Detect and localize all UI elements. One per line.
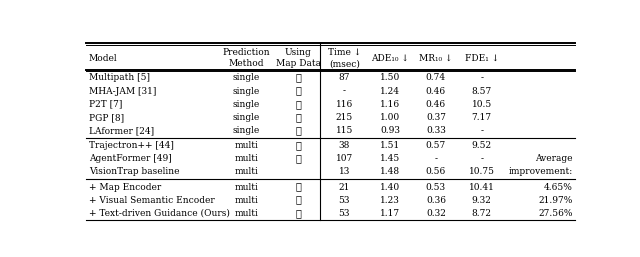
Text: + Map Encoder: + Map Encoder [89, 182, 161, 191]
Text: ✓: ✓ [296, 74, 301, 82]
Text: LAformer [24]: LAformer [24] [89, 126, 154, 135]
Text: 13: 13 [339, 167, 350, 176]
Text: 21: 21 [339, 182, 350, 191]
Text: 10.41: 10.41 [469, 182, 495, 191]
Text: 1.50: 1.50 [380, 74, 400, 82]
Text: MHA-JAM [31]: MHA-JAM [31] [89, 87, 156, 96]
Text: 1.40: 1.40 [380, 182, 400, 191]
Text: 116: 116 [335, 100, 353, 109]
Text: 1.51: 1.51 [380, 141, 400, 150]
Text: 0.37: 0.37 [426, 113, 446, 122]
Text: 0.32: 0.32 [426, 209, 446, 218]
Text: 9.32: 9.32 [472, 196, 492, 205]
Text: -: - [435, 154, 437, 163]
Text: + Visual Semantic Encoder: + Visual Semantic Encoder [89, 196, 214, 205]
Text: 1.23: 1.23 [380, 196, 400, 205]
Text: Trajectron++ [44]: Trajectron++ [44] [89, 141, 174, 150]
Text: 215: 215 [335, 113, 353, 122]
Text: 8.57: 8.57 [472, 87, 492, 96]
Text: 1.24: 1.24 [380, 87, 400, 96]
Text: ✓: ✓ [296, 126, 301, 135]
Text: 10.5: 10.5 [472, 100, 492, 109]
Text: ✓: ✓ [296, 87, 301, 96]
Text: 0.57: 0.57 [426, 141, 446, 150]
Text: 7.17: 7.17 [472, 113, 492, 122]
Text: 27.56%: 27.56% [538, 209, 573, 218]
Text: -: - [480, 74, 483, 82]
Text: improvement:: improvement: [509, 167, 573, 176]
Text: ✓: ✓ [296, 141, 301, 150]
Text: multi: multi [234, 182, 259, 191]
Text: 1.17: 1.17 [380, 209, 400, 218]
Text: multi: multi [234, 167, 259, 176]
Text: multi: multi [234, 154, 259, 163]
Text: P2T [7]: P2T [7] [89, 100, 122, 109]
Text: Model: Model [89, 53, 118, 62]
Text: 0.93: 0.93 [380, 126, 400, 135]
Text: 1.48: 1.48 [380, 167, 400, 176]
Text: Average: Average [536, 154, 573, 163]
Text: 4.65%: 4.65% [544, 182, 573, 191]
Text: Time ↓
(msec): Time ↓ (msec) [328, 48, 361, 68]
Text: + Text-driven Guidance (Ours): + Text-driven Guidance (Ours) [89, 209, 230, 218]
Text: ✓: ✓ [296, 100, 301, 109]
Text: ✓: ✓ [296, 154, 301, 163]
Text: 0.46: 0.46 [426, 87, 446, 96]
Text: -: - [480, 126, 483, 135]
Text: -: - [343, 87, 346, 96]
Text: 8.72: 8.72 [472, 209, 492, 218]
Text: single: single [233, 87, 260, 96]
Text: single: single [233, 126, 260, 135]
Text: FDE₁ ↓: FDE₁ ↓ [465, 53, 499, 62]
Text: ✓: ✓ [296, 196, 301, 205]
Text: 9.52: 9.52 [472, 141, 492, 150]
Text: MR₁₀ ↓: MR₁₀ ↓ [419, 53, 452, 62]
Text: 0.33: 0.33 [426, 126, 446, 135]
Text: 1.45: 1.45 [380, 154, 400, 163]
Text: AgentFormer [49]: AgentFormer [49] [89, 154, 172, 163]
Text: 53: 53 [339, 209, 350, 218]
Text: Using
Map Data: Using Map Data [276, 48, 321, 68]
Text: VisionTrap baseline: VisionTrap baseline [89, 167, 179, 176]
Text: 1.16: 1.16 [380, 100, 400, 109]
Text: 0.56: 0.56 [426, 167, 446, 176]
Text: 38: 38 [339, 141, 350, 150]
Text: ✓: ✓ [296, 182, 301, 191]
Text: 87: 87 [339, 74, 350, 82]
Text: -: - [480, 154, 483, 163]
Text: multi: multi [234, 209, 259, 218]
Text: 10.75: 10.75 [468, 167, 495, 176]
Text: 0.53: 0.53 [426, 182, 446, 191]
Text: ADE₁₀ ↓: ADE₁₀ ↓ [371, 53, 409, 62]
Text: 53: 53 [339, 196, 350, 205]
Text: Prediction
Method: Prediction Method [223, 48, 270, 68]
Text: 0.46: 0.46 [426, 100, 446, 109]
Text: Multipath [5]: Multipath [5] [89, 74, 150, 82]
Text: single: single [233, 100, 260, 109]
Text: multi: multi [234, 196, 259, 205]
Text: ✓: ✓ [296, 113, 301, 122]
Text: single: single [233, 113, 260, 122]
Text: 0.36: 0.36 [426, 196, 446, 205]
Text: PGP [8]: PGP [8] [89, 113, 124, 122]
Text: 107: 107 [335, 154, 353, 163]
Text: 0.74: 0.74 [426, 74, 446, 82]
Text: 1.00: 1.00 [380, 113, 400, 122]
Text: multi: multi [234, 141, 259, 150]
Text: 21.97%: 21.97% [539, 196, 573, 205]
Text: 115: 115 [335, 126, 353, 135]
Text: single: single [233, 74, 260, 82]
Text: ✓: ✓ [296, 209, 301, 218]
